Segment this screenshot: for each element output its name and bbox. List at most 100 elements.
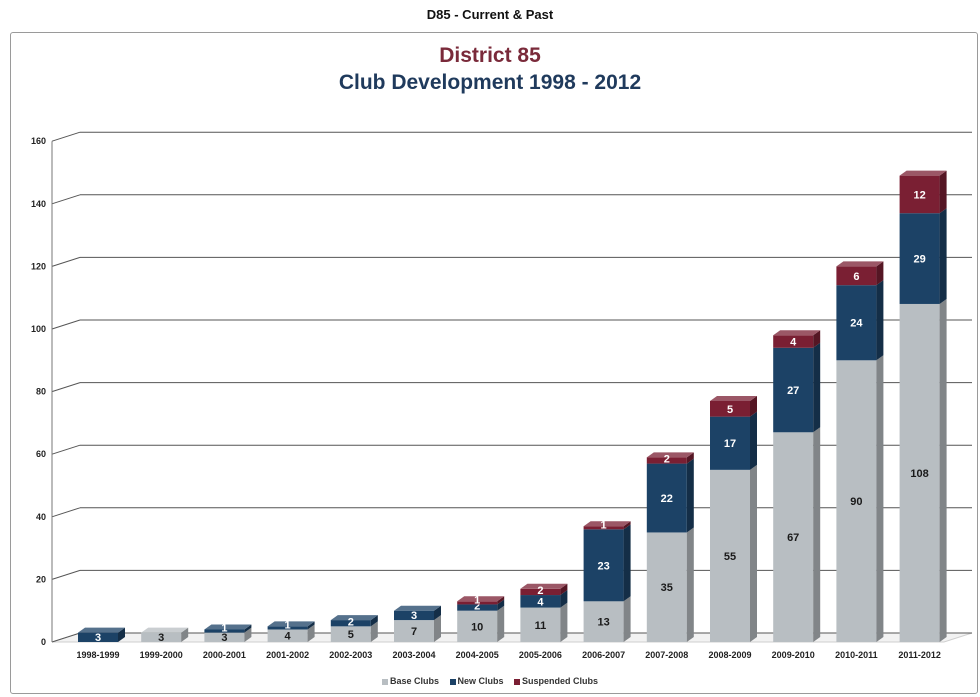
bar-segment-suspended-clubs	[520, 588, 561, 596]
bar-segment-new-clubs-side	[118, 627, 125, 642]
data-label: 2	[664, 454, 670, 466]
bar-segment-new-clubs-side	[244, 624, 252, 633]
bar-segment-base-clubs-side	[813, 427, 821, 642]
x-tick-label: 2007-2008	[645, 650, 688, 660]
bar-segment-new-clubs-side	[623, 524, 631, 602]
y-tick-label: 120	[31, 261, 46, 271]
data-label: 35	[661, 582, 673, 594]
x-tick-label: 2000-2001	[203, 650, 246, 660]
bar-segment-base-clubs	[836, 360, 877, 642]
bar-segment-suspended-clubs	[583, 526, 624, 530]
data-label: 108	[910, 468, 928, 480]
x-tick-label: 2010-2011	[835, 650, 878, 660]
bar-segment-base-clubs	[710, 469, 750, 642]
data-label: 2	[474, 601, 480, 613]
data-label: 24	[850, 318, 863, 330]
data-label: 4	[790, 337, 797, 349]
data-label: 7	[411, 626, 417, 638]
y-tick-label: 140	[31, 199, 46, 209]
data-label: 90	[850, 496, 862, 508]
x-tick-label: 2006-2007	[582, 650, 625, 660]
bar-segment-suspended-clubs	[457, 601, 498, 605]
x-tick-label: 2008-2009	[708, 650, 751, 660]
data-label: 4	[285, 631, 292, 643]
bar-segment-suspended-clubs	[899, 175, 940, 214]
bar-segment-new-clubs	[646, 463, 687, 533]
x-tick-label: 2005-2006	[519, 650, 562, 660]
bar-segment-new-clubs-side	[939, 208, 947, 304]
y-tick-label: 40	[36, 512, 46, 522]
gridline-depth	[51, 256, 81, 267]
bar-segment-new-clubs	[330, 620, 371, 627]
gridline-depth	[51, 632, 81, 643]
gridline-depth	[51, 569, 81, 580]
legend-label-base: Base Clubs	[389, 676, 439, 686]
bar-segment-suspended-clubs-top	[520, 583, 568, 589]
data-label: 4	[537, 596, 544, 608]
bar-segment-suspended-clubs	[710, 400, 750, 417]
data-label: 5	[727, 404, 733, 416]
gridline-depth	[51, 507, 81, 518]
bar-segment-new-clubs-side	[370, 615, 378, 627]
data-label: 1	[474, 594, 480, 606]
bar-segment-base-clubs-side	[623, 596, 631, 642]
bar-segment-new-clubs-side	[560, 590, 568, 608]
y-tick-label: 0	[41, 637, 46, 647]
data-label: 2	[537, 585, 543, 597]
data-label: 13	[597, 617, 609, 629]
data-label: 12	[913, 189, 925, 201]
legend-label-new: New Clubs	[457, 676, 504, 686]
bar-segment-base-clubs	[394, 620, 434, 642]
bar-segment-suspended-clubs-side	[939, 170, 947, 214]
chart-floor	[51, 632, 973, 643]
bar-segment-new-clubs-side	[686, 458, 694, 533]
bar-segment-new-clubs-top	[394, 605, 441, 611]
bar-segment-suspended-clubs-side	[497, 596, 505, 605]
data-label: 11	[535, 620, 547, 632]
bar-segment-suspended-clubs-top	[899, 170, 947, 176]
bar-segment-new-clubs	[583, 529, 624, 602]
bar-segment-new-clubs	[710, 416, 750, 470]
bar-segment-base-clubs-side	[939, 298, 947, 642]
bar-segment-base-clubs-side	[560, 602, 568, 642]
data-label: 3	[411, 610, 417, 622]
x-tick-label: 1999-2000	[140, 650, 183, 660]
bar-segment-base-clubs-side	[434, 615, 441, 642]
gridline-depth	[51, 444, 81, 455]
chart-subtitle: Club Development 1998 - 2012	[338, 71, 642, 94]
bar-segment-base-clubs-side	[497, 605, 505, 642]
bar-segment-new-clubs	[78, 632, 118, 642]
bar-segment-base-clubs-side	[307, 624, 315, 642]
data-label: 1	[285, 619, 291, 631]
bar-segment-base-clubs-side	[750, 464, 757, 642]
x-tick-label: 2002-2003	[329, 650, 372, 660]
data-label: 1	[221, 623, 227, 635]
bar-segment-suspended-clubs-top	[773, 330, 821, 336]
gridline-depth	[51, 382, 81, 393]
data-label: 3	[158, 632, 164, 644]
bar-segment-base-clubs-side	[244, 627, 252, 642]
bar-segment-suspended-clubs-side	[813, 330, 821, 348]
chart-title: District 85	[439, 44, 541, 67]
bar-segment-suspended-clubs	[646, 457, 687, 464]
bar-segment-new-clubs-top	[78, 627, 125, 633]
y-tick-label: 60	[36, 449, 46, 459]
page-header-title: D85 - Current & Past	[426, 7, 554, 22]
bar-segment-new-clubs-side	[813, 342, 821, 433]
x-tick-label: 2001-2002	[266, 650, 309, 660]
legend-item-suspended: Suspended Clubs	[514, 676, 598, 686]
bar-segment-base-clubs-side	[181, 627, 189, 642]
bar-segment-base-clubs	[457, 610, 498, 642]
data-label: 23	[597, 560, 609, 572]
bar-segment-suspended-clubs-top	[836, 261, 884, 267]
data-label: 3	[221, 632, 227, 644]
legend-swatch-base	[381, 678, 388, 685]
bar-segment-suspended-clubs-top	[646, 452, 694, 458]
data-label: 3	[95, 632, 101, 644]
bar-segment-new-clubs-side	[750, 411, 757, 470]
bar-segment-suspended-clubs-side	[560, 583, 568, 596]
data-label: 22	[661, 493, 673, 505]
bar-segment-new-clubs	[899, 213, 940, 304]
legend-item-new: New Clubs	[449, 676, 504, 686]
